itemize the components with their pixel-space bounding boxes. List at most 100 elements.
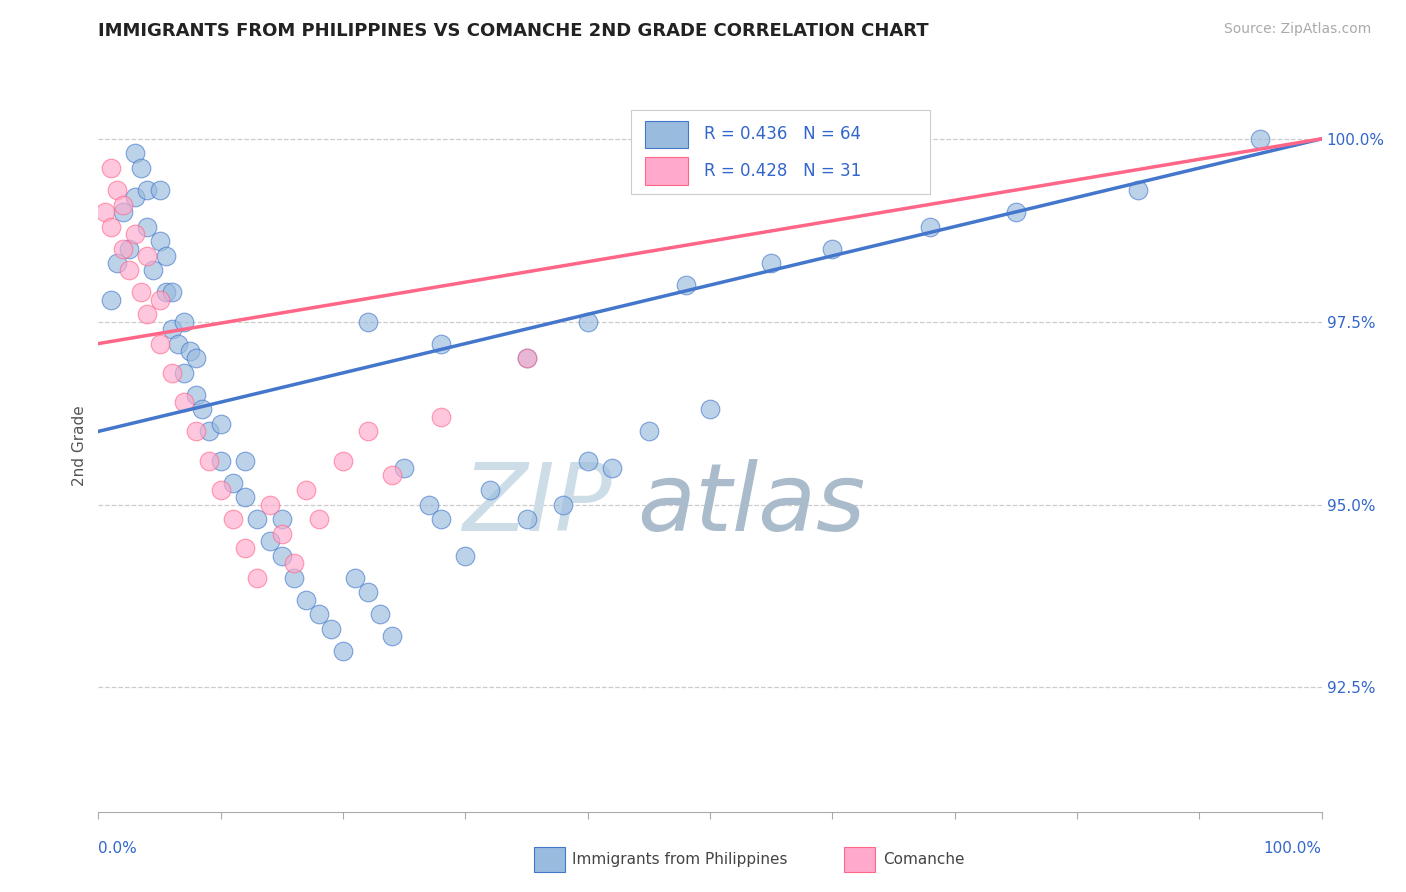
Point	[100, 161, 122, 175]
Point	[173, 315, 195, 329]
Point	[142, 263, 165, 277]
Point	[233, 453, 256, 467]
Point	[761, 256, 783, 270]
Point	[699, 402, 721, 417]
Point	[246, 512, 269, 526]
Point	[295, 483, 318, 497]
Point	[430, 336, 453, 351]
Text: R = 0.428   N = 31: R = 0.428 N = 31	[704, 162, 860, 180]
Point	[356, 585, 378, 599]
Point	[167, 336, 190, 351]
Point	[173, 395, 195, 409]
Point	[186, 388, 208, 402]
Point	[124, 227, 146, 241]
Point	[638, 425, 661, 439]
Point	[319, 622, 342, 636]
Point	[270, 512, 294, 526]
Point	[576, 453, 599, 467]
Point	[111, 242, 134, 256]
Point	[233, 490, 256, 504]
Point	[392, 461, 416, 475]
Point	[553, 498, 575, 512]
Text: 100.0%: 100.0%	[1264, 841, 1322, 856]
Point	[332, 453, 354, 467]
Point	[160, 366, 183, 380]
Point	[283, 571, 305, 585]
Point	[136, 219, 159, 234]
Point	[136, 249, 159, 263]
Point	[111, 197, 134, 211]
Point	[105, 256, 128, 270]
Bar	[645, 120, 688, 148]
Point	[430, 409, 453, 424]
Point	[124, 190, 146, 204]
Point	[209, 483, 232, 497]
Point	[332, 644, 354, 658]
Point	[149, 336, 172, 351]
Point	[920, 219, 942, 234]
Point	[576, 315, 599, 329]
Point	[478, 483, 501, 497]
Point	[100, 293, 122, 307]
Point	[173, 366, 195, 380]
Point	[270, 526, 294, 541]
Point	[283, 556, 305, 570]
Point	[179, 343, 201, 358]
Point	[675, 278, 697, 293]
Point	[155, 249, 177, 263]
Y-axis label: 2nd Grade: 2nd Grade	[72, 406, 87, 486]
Point	[118, 242, 141, 256]
Text: R = 0.436   N = 64: R = 0.436 N = 64	[704, 126, 860, 144]
Text: 0.0%: 0.0%	[98, 841, 138, 856]
Point	[1249, 132, 1271, 146]
Point	[197, 453, 219, 467]
Text: Immigrants from Philippines: Immigrants from Philippines	[572, 853, 787, 867]
Point	[418, 498, 440, 512]
Point	[515, 351, 537, 366]
Text: atlas: atlas	[637, 459, 865, 550]
Point	[118, 263, 141, 277]
Point	[93, 205, 115, 219]
Point	[356, 425, 378, 439]
Point	[149, 293, 172, 307]
Point	[515, 512, 537, 526]
Point	[259, 534, 281, 549]
Point	[197, 425, 219, 439]
Point	[191, 402, 214, 417]
Point	[821, 242, 844, 256]
Point	[246, 571, 269, 585]
Text: Source: ZipAtlas.com: Source: ZipAtlas.com	[1223, 22, 1371, 37]
Point	[149, 234, 172, 248]
Point	[515, 351, 537, 366]
Point	[295, 592, 318, 607]
Point	[209, 453, 232, 467]
Point	[100, 219, 122, 234]
Text: ZIP: ZIP	[463, 459, 612, 550]
Point	[454, 549, 477, 563]
Point	[1128, 183, 1150, 197]
Point	[430, 512, 453, 526]
Point	[381, 629, 404, 643]
Point	[129, 285, 152, 300]
Point	[160, 322, 183, 336]
Point	[129, 161, 152, 175]
Point	[136, 307, 159, 321]
Point	[186, 425, 208, 439]
Point	[1004, 205, 1026, 219]
Point	[270, 549, 294, 563]
Point	[136, 183, 159, 197]
Point	[149, 183, 172, 197]
Point	[308, 607, 330, 622]
Point	[124, 146, 146, 161]
Point	[233, 541, 256, 556]
Point	[600, 461, 623, 475]
Point	[111, 205, 134, 219]
Point	[344, 571, 367, 585]
Point	[356, 315, 378, 329]
Point	[308, 512, 330, 526]
Point	[209, 417, 232, 431]
Bar	[645, 157, 688, 185]
Point	[105, 183, 128, 197]
Point	[186, 351, 208, 366]
Point	[222, 475, 245, 490]
